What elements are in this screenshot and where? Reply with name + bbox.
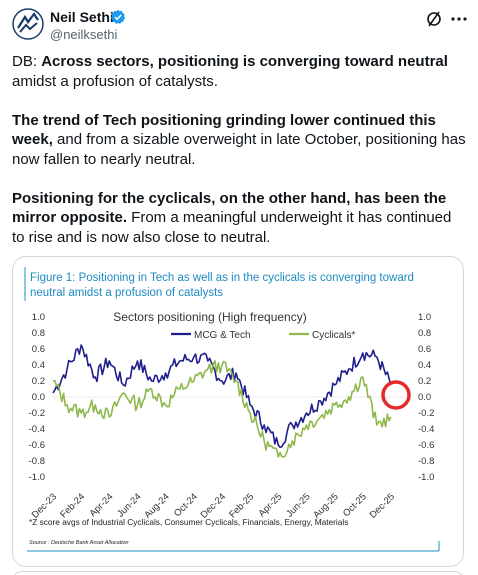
y-tick-label-right: 0.8 <box>418 328 431 339</box>
author-handle[interactable]: @neilksethi <box>50 27 118 42</box>
highlight-circle <box>381 380 411 410</box>
x-tick-label: Apr-25 <box>256 491 284 519</box>
author-name[interactable]: Neil Sethi <box>50 9 114 25</box>
y-tick-label-right: -0.4 <box>418 424 434 435</box>
media-card[interactable]: Figure 1: Positioning in Tech as well as… <box>12 256 464 567</box>
y-tick-label-left: 0.0 <box>32 392 45 403</box>
p1-prefix: DB: <box>12 53 42 70</box>
y-tick-label-right: -0.2 <box>418 408 434 419</box>
x-tick-label: Jun-24 <box>115 491 143 519</box>
y-tick-label-right: 1.0 <box>418 312 431 323</box>
y-tick-label-left: -0.6 <box>29 440 45 451</box>
more-icon[interactable] <box>450 10 468 28</box>
y-tick-label-left: -0.8 <box>29 456 45 467</box>
chart: Figure 1: Positioning in Tech as well as… <box>24 267 440 552</box>
p3-rest: From a meaningful underweight it has con… <box>12 209 452 246</box>
avatar[interactable] <box>12 8 44 40</box>
figure-caption-line-2: neutral amidst a profusion of catalysts <box>30 287 223 299</box>
x-tick-label: Oct-25 <box>341 491 369 519</box>
y-tick-label-right: 0.2 <box>418 376 431 387</box>
p1-bold: Across sectors, positioning is convergin… <box>41 53 448 70</box>
tweet-text: DB: Across sectors, positioning is conve… <box>12 52 468 267</box>
next-media-card[interactable] <box>12 571 464 575</box>
x-tick-label: Dec-25 <box>368 491 397 520</box>
chart-footnote: *Z score avgs of Industrial Cyclicals, C… <box>29 517 348 527</box>
p2-rest: and from a sizable overweight in late Oc… <box>12 131 466 168</box>
x-tick-label: Oct-24 <box>172 491 200 519</box>
y-tick-label-right: 0.0 <box>418 392 431 403</box>
y-tick-label-left: 0.2 <box>32 376 45 387</box>
grok-icon[interactable] <box>425 10 443 28</box>
y-tick-label-left: -1.0 <box>29 472 45 483</box>
y-tick-label-right: -0.6 <box>418 440 434 451</box>
y-tick-label-left: 1.0 <box>32 312 45 323</box>
p2-bold: The trend of Tech positioning grinding l… <box>12 111 436 149</box>
p1-rest: amidst a profusion of catalysts. <box>12 72 218 90</box>
legend-label-cyclicals: Cyclicals* <box>312 330 355 341</box>
y-tick-label-left: 0.6 <box>32 344 45 355</box>
chart-title: Sectors positioning (High frequency) <box>113 310 306 324</box>
y-tick-label-left: -0.4 <box>29 424 45 435</box>
y-tick-label-right: -1.0 <box>418 472 434 483</box>
y-tick-label-left: -0.2 <box>29 408 45 419</box>
legend-label-tech: MCG & Tech <box>194 330 251 341</box>
figure-caption-line-1: Figure 1: Positioning in Tech as well as… <box>30 272 414 284</box>
series-line-tech <box>52 344 392 449</box>
y-tick-label-right: -0.8 <box>418 456 434 467</box>
y-tick-label-right: 0.4 <box>418 360 431 371</box>
p3-bold: Positioning for the cyclicals, on the ot… <box>12 189 447 227</box>
x-tick-label: Jun-25 <box>284 491 312 519</box>
avatar-logo-icon <box>12 8 44 40</box>
verified-badge-icon <box>110 9 126 24</box>
y-tick-label-left: 0.4 <box>32 360 45 371</box>
tweet-paragraph-2: The trend of Tech positioning grinding l… <box>12 111 468 170</box>
series-line-cyclicals <box>52 360 392 458</box>
x-tick-label: Apr-24 <box>87 491 115 519</box>
tweet-paragraph-1: DB: Across sectors, positioning is conve… <box>12 52 468 91</box>
tweet-header: Neil Sethi @neilksethi <box>0 0 478 48</box>
y-tick-label-left: 0.8 <box>32 328 45 339</box>
chart-source: Source : Deutsche Bank Asset Allocation <box>29 540 129 546</box>
tweet-paragraph-3: Positioning for the cyclicals, on the ot… <box>12 189 468 248</box>
y-tick-label-right: 0.6 <box>418 344 431 355</box>
